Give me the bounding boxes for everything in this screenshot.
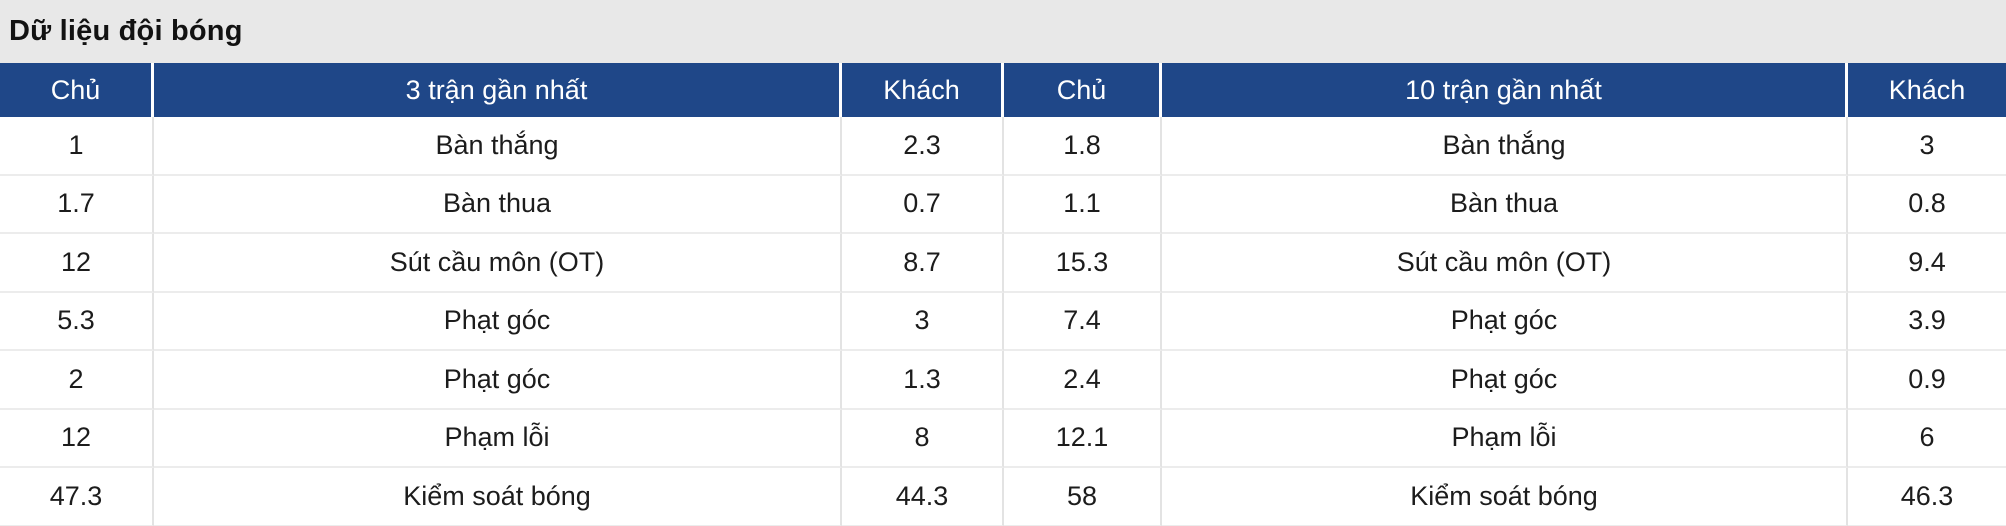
cell-home-value: 1.1 [1004, 175, 1162, 234]
header-away-last10: Khách [1848, 63, 2006, 117]
cell-away-value: 6 [1848, 409, 2006, 468]
cell-home-value: 1 [0, 117, 154, 176]
cell-stat-label: Kiểm soát bóng [1162, 468, 1848, 526]
cell-stat-label: Bàn thua [1162, 175, 1848, 234]
cell-stat-label: Phạt góc [1162, 292, 1848, 351]
cell-home-value: 15.3 [1004, 234, 1162, 293]
cell-home-value: 1.7 [0, 175, 154, 234]
cell-stat-label: Phạt góc [1162, 351, 1848, 410]
cell-home-value: 12.1 [1004, 409, 1162, 468]
cell-home-value: 12 [0, 409, 154, 468]
cell-away-value: 9.4 [1848, 234, 2006, 293]
cell-home-value: 2 [0, 351, 154, 410]
cell-home-value: 58 [1004, 468, 1162, 526]
cell-home-value: 47.3 [0, 468, 154, 526]
header-home-last3: Chủ [0, 63, 154, 117]
cell-away-value: 8.7 [842, 234, 1004, 293]
team-stats-table: Chủ 3 trận gần nhất Khách Chủ 10 trận gầ… [0, 63, 2006, 526]
cell-stat-label: Bàn thua [154, 175, 842, 234]
header-home-last10: Chủ [1004, 63, 1162, 117]
cell-away-value: 0.9 [1848, 351, 2006, 410]
cell-stat-label: Bàn thắng [1162, 117, 1848, 176]
cell-stat-label: Kiểm soát bóng [154, 468, 842, 526]
cell-home-value: 5.3 [0, 292, 154, 351]
title-bar: Dữ liệu đội bóng [0, 0, 2006, 63]
cell-stat-label: Phạt góc [154, 351, 842, 410]
cell-away-value: 3 [842, 292, 1004, 351]
cell-home-value: 1.8 [1004, 117, 1162, 176]
cell-away-value: 8 [842, 409, 1004, 468]
cell-home-value: 2.4 [1004, 351, 1162, 410]
cell-stat-label: Phạm lỗi [1162, 409, 1848, 468]
cell-away-value: 1.3 [842, 351, 1004, 410]
cell-away-value: 46.3 [1848, 468, 2006, 526]
cell-stat-label: Sút cầu môn (OT) [154, 234, 842, 293]
cell-stat-label: Sút cầu môn (OT) [1162, 234, 1848, 293]
header-away-last3: Khách [842, 63, 1004, 117]
cell-away-value: 2.3 [842, 117, 1004, 176]
cell-home-value: 7.4 [1004, 292, 1162, 351]
cell-away-value: 0.7 [842, 175, 1004, 234]
page-title: Dữ liệu đội bóng [9, 15, 243, 47]
header-last10: 10 trận gần nhất [1162, 63, 1848, 117]
cell-away-value: 3 [1848, 117, 2006, 176]
cell-stat-label: Bàn thắng [154, 117, 842, 176]
cell-away-value: 44.3 [842, 468, 1004, 526]
cell-stat-label: Phạm lỗi [154, 409, 842, 468]
cell-away-value: 0.8 [1848, 175, 2006, 234]
header-last3: 3 trận gần nhất [154, 63, 842, 117]
cell-stat-label: Phạt góc [154, 292, 842, 351]
cell-away-value: 3.9 [1848, 292, 2006, 351]
cell-home-value: 12 [0, 234, 154, 293]
